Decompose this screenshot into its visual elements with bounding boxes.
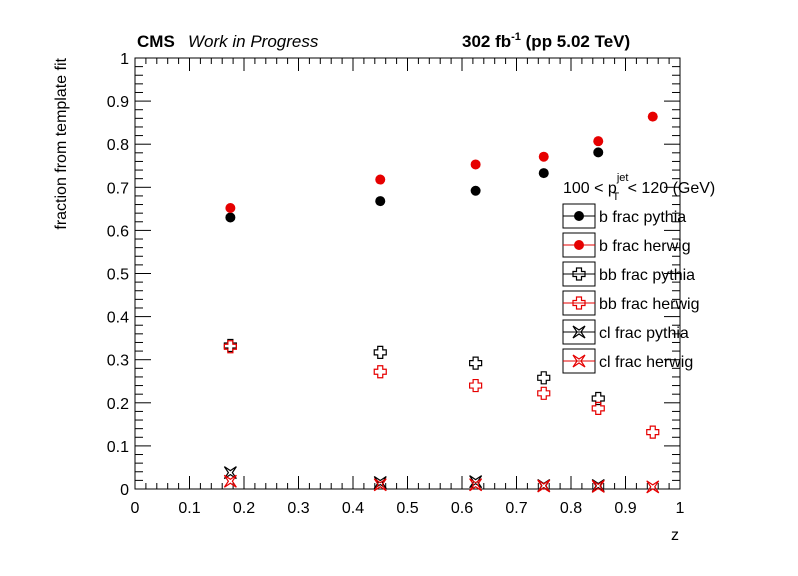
legend-swatch-marker — [574, 240, 584, 250]
lumi-tail: (pp 5.02 TeV) — [521, 32, 630, 51]
data-point — [470, 159, 481, 170]
data-point — [537, 386, 551, 400]
y-axis-label: fraction from template fit — [53, 57, 70, 229]
data-point — [537, 479, 551, 493]
legend-entry: bb frac pythia — [562, 261, 695, 287]
y-tick-label: 0.1 — [107, 439, 129, 456]
series-b-frac-pythia — [225, 147, 604, 223]
legend-title-sub: T — [612, 191, 619, 203]
x-tick-label: 1 — [676, 500, 685, 517]
legend-title-sup: jet — [616, 172, 629, 184]
legend-swatch-marker — [572, 354, 586, 368]
y-tick-label: 0.3 — [107, 353, 129, 370]
data-point — [538, 151, 549, 162]
y-tick-label: 0.5 — [107, 267, 129, 284]
lumi-main: 302 fb — [462, 32, 511, 51]
x-tick-label: 0.5 — [396, 500, 418, 517]
data-point — [373, 478, 387, 492]
x-tick-label: 0.4 — [342, 500, 364, 517]
x-axis-label: z — [671, 527, 679, 544]
data-point — [373, 365, 387, 379]
data-point — [373, 476, 387, 490]
cms-label: CMS — [137, 32, 175, 51]
legend-entry: cl frac pythia — [562, 319, 689, 345]
legend-label: b frac pythia — [599, 209, 686, 226]
legend-entry: bb frac herwig — [562, 290, 700, 316]
y-tick-label: 1 — [120, 51, 129, 68]
y-tick-label: 0.8 — [107, 137, 129, 154]
legend-swatch-marker — [574, 211, 584, 221]
y-tick-label: 0.6 — [107, 223, 129, 240]
legend-label: cl frac pythia — [599, 325, 689, 342]
data-point — [537, 371, 551, 385]
data-point — [223, 340, 237, 354]
data-point — [375, 174, 386, 185]
legend-swatch-marker — [572, 325, 586, 339]
data-point — [469, 478, 483, 492]
data-point — [538, 168, 549, 179]
legend-entry: cl frac herwig — [562, 348, 693, 374]
work-in-progress-label: Work in Progress — [188, 32, 319, 51]
y-tick-label: 0.9 — [107, 94, 129, 111]
data-point — [375, 196, 386, 207]
legend-label: bb frac pythia — [599, 267, 695, 284]
legend-title-post: < 120 (GeV) — [623, 180, 715, 197]
data-point — [373, 345, 387, 359]
y-tick-label: 0.7 — [107, 180, 129, 197]
data-point — [470, 185, 481, 196]
x-tick-label: 0.1 — [178, 500, 200, 517]
series-cl-frac-herwig — [223, 474, 660, 494]
legend-label: cl frac herwig — [599, 354, 693, 371]
luminosity-label: 302 fb-1 (pp 5.02 TeV) — [462, 31, 630, 51]
data-point — [469, 356, 483, 370]
data-point — [646, 480, 660, 494]
x-tick-label: 0 — [131, 500, 140, 517]
legend-title-pre: 100 < p — [563, 180, 617, 197]
legend-entries: b frac pythia b frac herwig bb frac pythia… — [562, 203, 700, 374]
legend-title: 100 < pjet T < 120 (GeV) — [563, 172, 715, 203]
data-point — [646, 425, 660, 439]
y-tick-label: 0.2 — [107, 396, 129, 413]
series-bb-frac-pythia — [223, 338, 605, 406]
data-point — [223, 474, 237, 488]
data-point — [469, 378, 483, 393]
data-point — [225, 202, 236, 213]
x-tick-label: 0.9 — [614, 500, 636, 517]
lumi-sup: -1 — [511, 31, 521, 43]
x-tick-label: 0.2 — [233, 500, 255, 517]
legend-entry: b frac pythia — [562, 203, 686, 229]
x-tick-label: 0.3 — [287, 500, 309, 517]
legend-swatch-marker — [572, 296, 586, 310]
data-point — [647, 111, 658, 122]
data-point — [593, 147, 604, 158]
legend-label: bb frac herwig — [599, 296, 700, 313]
legend-swatch-marker — [572, 267, 586, 281]
x-tick-label: 0.8 — [560, 500, 582, 517]
data-point — [225, 212, 236, 223]
data-point — [593, 136, 604, 147]
legend-label: b frac herwig — [599, 238, 691, 255]
legend-entry: b frac herwig — [562, 232, 691, 258]
x-tick-label: 0.7 — [505, 500, 527, 517]
data-point — [591, 401, 605, 416]
data-points — [223, 111, 660, 494]
y-tick-label: 0 — [120, 482, 129, 499]
series-b-frac-herwig — [225, 111, 658, 213]
y-tick-label: 0.4 — [107, 310, 129, 327]
series-bb-frac-herwig — [223, 340, 660, 439]
data-point — [223, 466, 237, 480]
data-point — [591, 479, 605, 493]
axes: 0 0.1 0.2 0.3 0.4 0.5 0.6 0.7 0.8 0.9 1 0 0.1 0.2 0.3 0… — [107, 51, 685, 517]
x-tick-label: 0.6 — [451, 500, 473, 517]
